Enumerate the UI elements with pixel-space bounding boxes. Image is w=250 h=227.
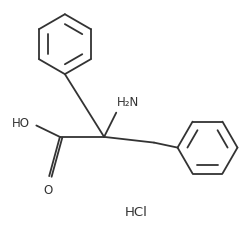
Text: H₂N: H₂N <box>116 95 139 108</box>
Text: HO: HO <box>12 117 30 130</box>
Text: O: O <box>43 183 52 196</box>
Text: HCl: HCl <box>124 205 147 218</box>
